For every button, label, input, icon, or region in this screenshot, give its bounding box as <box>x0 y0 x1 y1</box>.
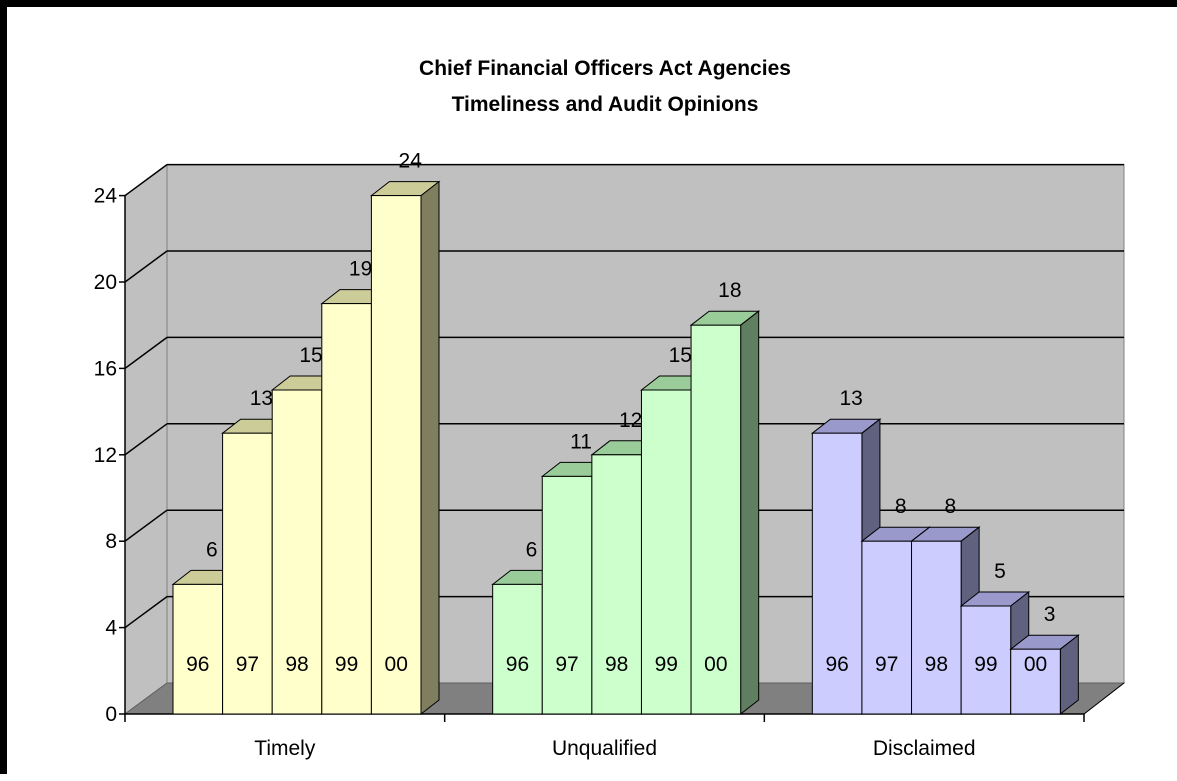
series-label: 96 <box>186 653 209 676</box>
chart: Chief Financial Officers Act Agencies Ti… <box>94 57 1126 760</box>
gridline-side <box>124 250 168 283</box>
data-label: 18 <box>718 279 741 302</box>
data-label: 19 <box>349 258 372 281</box>
series-label: 99 <box>655 653 678 676</box>
gridline-side <box>124 163 168 197</box>
y-tick-label: 12 <box>94 444 117 467</box>
series-label: 96 <box>825 653 848 676</box>
series-label: 97 <box>555 653 578 676</box>
y-tick-label: 24 <box>94 185 118 208</box>
data-label: 6 <box>206 538 218 561</box>
series-label: 99 <box>974 653 997 676</box>
x-tick-label: Unqualified <box>552 737 657 760</box>
bar-side <box>740 310 760 716</box>
y-tick-label: 16 <box>94 357 117 380</box>
y-tick-label: 0 <box>105 703 117 726</box>
gridline-side <box>124 423 168 456</box>
series-label: 97 <box>236 653 259 676</box>
gridline-side <box>124 509 168 542</box>
bar <box>541 475 593 715</box>
bar <box>172 583 224 715</box>
series-label: 97 <box>875 653 898 676</box>
bar <box>271 389 323 715</box>
bar-side <box>1059 634 1079 716</box>
y-tick-label: 20 <box>94 271 117 294</box>
data-label: 24 <box>399 150 423 173</box>
y-tick-label: 4 <box>105 617 117 640</box>
bar <box>811 432 863 715</box>
data-label: 3 <box>1044 603 1056 626</box>
data-label: 13 <box>250 387 273 410</box>
series-label: 99 <box>335 653 358 676</box>
chart-subtitle: Timeliness and Audit Opinions <box>452 93 759 116</box>
bar <box>640 389 692 715</box>
data-label: 13 <box>839 387 862 410</box>
data-label: 12 <box>619 409 642 432</box>
series-label: 00 <box>385 653 408 676</box>
series-label: 98 <box>605 653 628 676</box>
bar <box>492 583 543 715</box>
data-label: 15 <box>299 344 322 367</box>
bar <box>222 432 273 715</box>
series-label: 00 <box>704 653 727 676</box>
series-label: 96 <box>506 653 529 676</box>
data-label: 8 <box>944 495 956 518</box>
bar-side <box>420 180 440 716</box>
series-label: 98 <box>925 653 948 676</box>
data-label: 15 <box>669 344 692 367</box>
gridline-side <box>124 336 168 370</box>
data-label: 5 <box>994 560 1006 583</box>
bar <box>370 195 422 715</box>
bar <box>591 454 642 715</box>
bar <box>960 605 1012 715</box>
bar <box>690 324 742 715</box>
bar <box>911 540 962 715</box>
floor-edge <box>1083 682 1125 715</box>
y-tick-label: 8 <box>105 530 117 553</box>
series-label: 98 <box>285 653 308 676</box>
bar <box>1010 648 1061 715</box>
bar <box>861 540 913 715</box>
x-tick-label: Disclaimed <box>873 737 976 760</box>
x-tick-label: Timely <box>254 737 316 760</box>
plot-area: 0 4 8 12 16 20 24 Timely Unqualified Disclaimed 6 9… <box>94 150 1126 760</box>
chart-title: Chief Financial Officers Act Agencies <box>419 57 791 80</box>
data-label: 6 <box>526 538 538 561</box>
data-label: 8 <box>895 495 907 518</box>
data-label: 11 <box>570 430 592 453</box>
gridline-side <box>124 595 168 629</box>
series-label: 00 <box>1024 653 1047 676</box>
bar <box>321 303 372 715</box>
